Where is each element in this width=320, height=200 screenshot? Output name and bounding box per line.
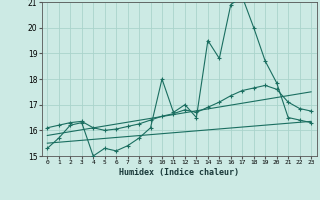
X-axis label: Humidex (Indice chaleur): Humidex (Indice chaleur) — [119, 168, 239, 177]
